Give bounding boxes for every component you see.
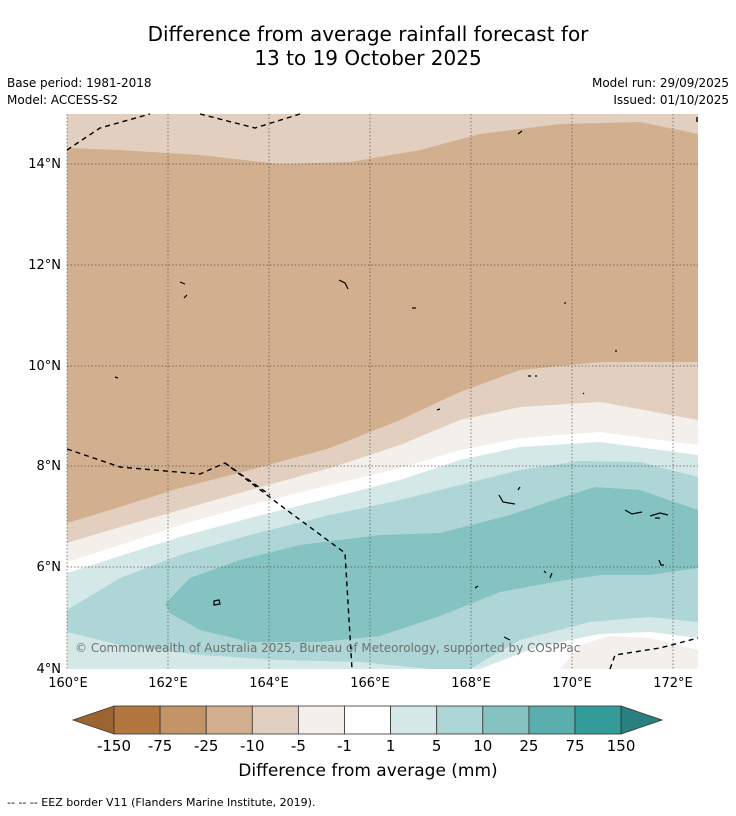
band-south-light-west (67, 632, 430, 669)
x-tick-labels: 160°E 162°E 164°E 166°E 168°E 170°E 172°… (48, 676, 693, 691)
y-tick-2: 10°N (28, 359, 61, 374)
title-line-2: 13 to 19 October 2025 (254, 46, 482, 70)
colorbar-segment (113, 705, 161, 735)
x-tick-3: 166°E (350, 676, 390, 691)
contour-field (67, 114, 698, 669)
y-tick-4: 6°N (37, 560, 62, 575)
colorbar-segment (528, 705, 576, 735)
colorbar-tick-label: 1 (386, 737, 396, 755)
colorbar-segment (436, 705, 484, 735)
colorbar-tick-label: 10 (473, 737, 492, 755)
x-tick-2: 164°E (249, 676, 289, 691)
colorbar-tick-label: 150 (607, 737, 636, 755)
colorbar-tick-label: 5 (432, 737, 442, 755)
meta-right: Model run: 29/09/2025 Issued: 01/10/2025 (592, 75, 729, 109)
colorbar-tick-label: -10 (240, 737, 265, 755)
x-tick-5: 170°E (552, 676, 592, 691)
colorbar-extend-low (71, 705, 115, 735)
colorbar-segment (297, 705, 345, 735)
title-line-1: Difference from average rainfall forecas… (147, 22, 589, 46)
colorbar-tick-label: 25 (519, 737, 538, 755)
colorbar-segment (344, 705, 391, 735)
x-tick-6: 172°E (653, 676, 693, 691)
colorbar-tick-label: -150 (97, 737, 131, 755)
colorbar-tick-label: -1 (337, 737, 352, 755)
x-tick-4: 168°E (451, 676, 491, 691)
colorbar-tick-label: -5 (291, 737, 306, 755)
colorbar-tick-label: 75 (565, 737, 584, 755)
colorbar-segment (574, 705, 622, 735)
model-run: Model run: 29/09/2025 (591, 76, 729, 90)
y-tick-3: 8°N (37, 459, 62, 474)
colorbar-segment (251, 705, 299, 735)
colorbar-segment (482, 705, 530, 735)
colorbar-segment (390, 705, 438, 735)
colorbar-label: Difference from average (mm) (238, 761, 498, 781)
colorbar-segment (159, 705, 207, 735)
y-tick-1: 12°N (28, 258, 61, 273)
copyright-text: © Commonwealth of Australia 2025, Bureau… (75, 641, 581, 655)
gridlines (66, 114, 698, 669)
eez-borders (66, 113, 699, 670)
x-tick-1: 162°E (148, 676, 188, 691)
y-tick-labels: 14°N 12°N 10°N 8°N 6°N 4°N (28, 157, 61, 677)
colorbar-tick-label: -75 (148, 737, 173, 755)
colorbar-tick-label: -25 (194, 737, 219, 755)
band-plus25 (165, 487, 698, 642)
y-tick-5: 4°N (37, 662, 62, 677)
colorbar-extend-high (620, 705, 664, 735)
model-name: Model: ACCESS-S2 (7, 93, 119, 107)
meta-left: Base period: 1981-2018 Model: ACCESS-S2 (7, 75, 152, 109)
base-period: Base period: 1981-2018 (7, 76, 152, 90)
eez-legend-note: -- -- -- EEZ border V11 (Flanders Marine… (7, 796, 316, 809)
colorbar-segment (205, 705, 253, 735)
chart-title: Difference from average rainfall forecas… (0, 22, 736, 70)
islands (114, 130, 669, 641)
issued-date: Issued: 01/10/2025 (613, 93, 729, 107)
x-tick-0: 160°E (48, 676, 88, 691)
band-minus5-top (67, 114, 698, 164)
y-tick-0: 14°N (28, 157, 61, 172)
colorbar: -150 -75 -25 -10 -5 -1 1 5 10 25 75 150 (71, 705, 664, 755)
